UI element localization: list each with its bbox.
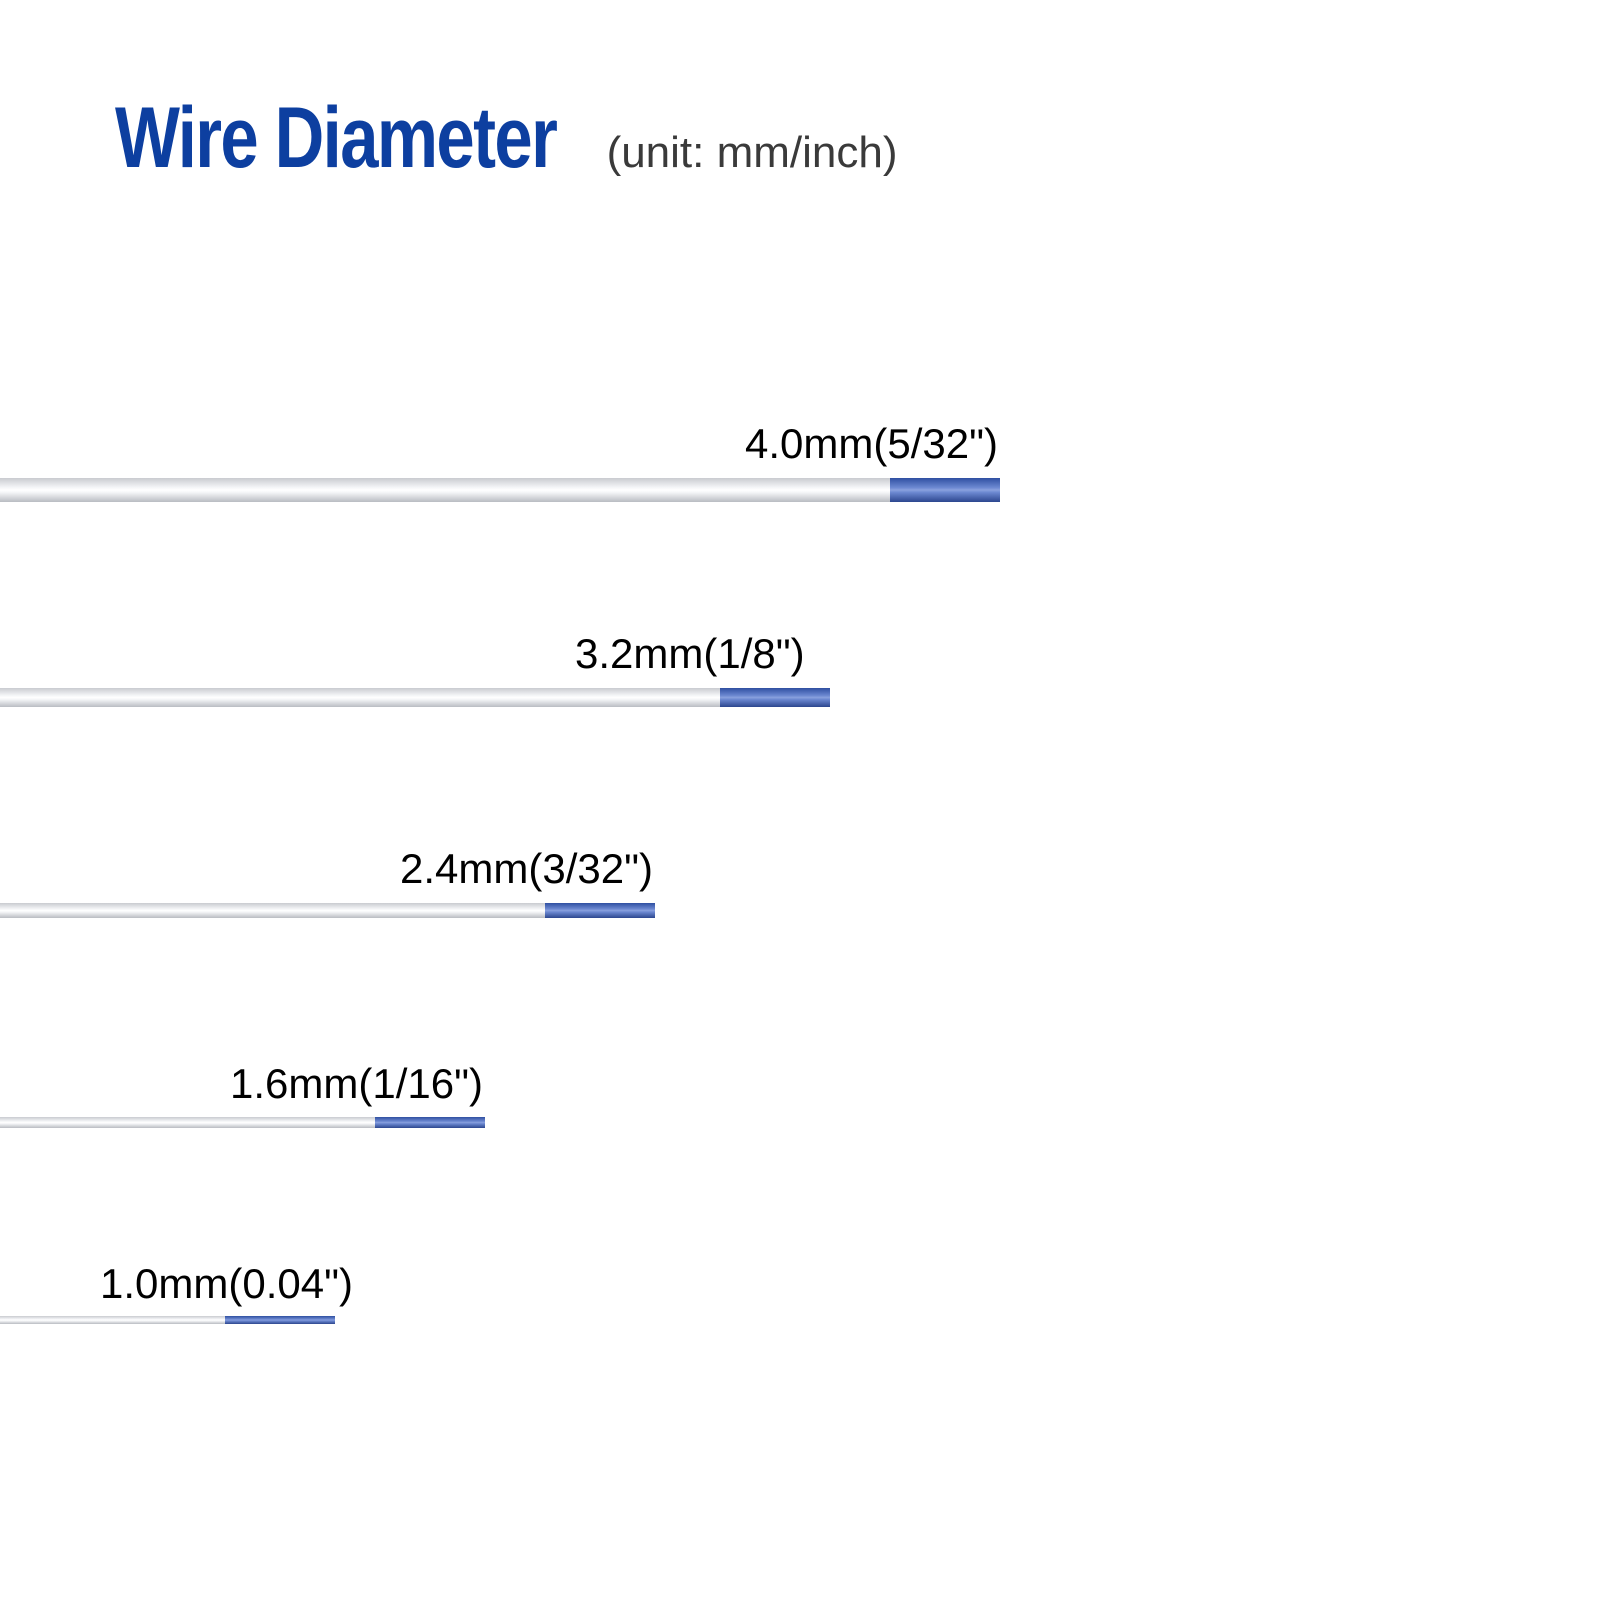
wire-rod (0, 688, 830, 707)
wire-rod (0, 478, 1000, 502)
wire-body (0, 1316, 225, 1324)
wire-body (0, 688, 720, 707)
wire-label: 1.6mm(1/16") (230, 1060, 483, 1108)
wire-label: 2.4mm(3/32") (400, 845, 653, 893)
title-row: Wire Diameter (unit: mm/inch) (115, 95, 898, 181)
wire-tip (225, 1316, 335, 1324)
wire-tip (545, 903, 655, 918)
wire-label: 3.2mm(1/8") (575, 630, 805, 678)
wire-rod (0, 1316, 335, 1324)
wire-body (0, 903, 545, 918)
title-main: Wire Diameter (115, 95, 556, 181)
wire-rod (0, 1117, 485, 1128)
wire-tip (720, 688, 830, 707)
wire-tip (375, 1117, 485, 1128)
wire-diameter-diagram: Wire Diameter (unit: mm/inch) 4.0mm(5/32… (0, 0, 1600, 1600)
wire-body (0, 1117, 375, 1128)
title-unit: (unit: mm/inch) (607, 128, 898, 178)
wire-rod (0, 903, 655, 918)
wire-body (0, 478, 890, 502)
wire-label: 4.0mm(5/32") (745, 420, 998, 468)
wire-label: 1.0mm(0.04") (100, 1260, 353, 1308)
wire-tip (890, 478, 1000, 502)
